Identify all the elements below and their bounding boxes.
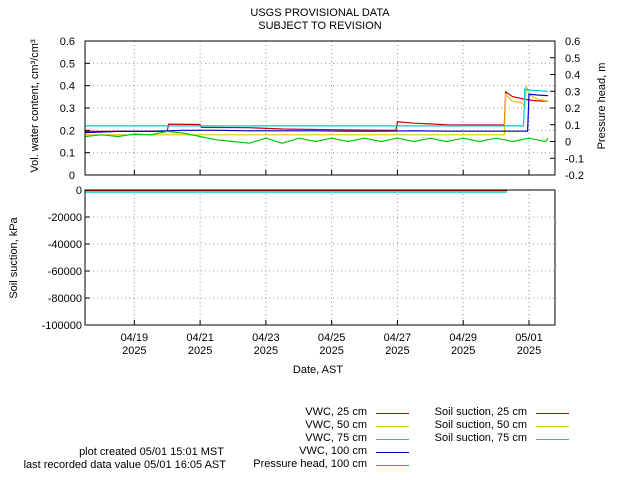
top-y-tick-label: 0 [69,170,75,182]
legend-entry-label: Soil suction, 25 cm [434,406,527,418]
x-tick-label-year: 2025 [319,345,343,357]
legend-entry-label: VWC, 100 cm [299,445,367,457]
top-y-tick-label: 0.3 [60,103,75,115]
top-y2-tick-label: 0.4 [565,70,580,82]
legend-entry-swatch [536,439,569,440]
legend-entry-label: VWC, 25 cm [305,406,367,418]
x-tick-label-date: 05/01 [515,332,543,344]
legend-entry-label: VWC, 75 cm [305,432,367,444]
x-tick-label-date: 04/25 [318,332,346,344]
legend-entry-label: Pressure head, 100 cm [253,458,367,470]
x-tick-label-year: 2025 [254,345,278,357]
bottom-y-tick-label: -100000 [42,320,82,332]
top-y2-tick-label: 0.2 [565,103,580,115]
bottom-chart: 0-20000-40000-60000-80000-10000004/19202… [42,185,556,357]
top-y2-tick-label: 0 [565,137,571,149]
x-tick-label-date: 04/27 [384,332,412,344]
bottom-y-tick-label: -40000 [48,239,82,251]
x-tick-label-year: 2025 [385,345,409,357]
legend-entry-swatch [376,452,409,453]
top-series-line-2 [85,88,549,127]
legend-entry-label: Soil suction, 50 cm [434,419,527,431]
top-y2-tick-label: 0.1 [565,120,580,132]
last-recorded-note: last recorded data value 05/01 16:05 AST [23,459,226,471]
x-tick-label-year: 2025 [122,345,146,357]
x-tick-label-date: 04/29 [449,332,477,344]
top-y-tick-label: 0.1 [60,148,75,160]
top-y-tick-label: 0.6 [60,36,75,48]
legend-entry-swatch [376,426,409,427]
bottom-plot-frame [84,189,556,326]
bottom-y-axis-label: Soil suction, kPa [8,216,20,298]
top-y2-tick-label: -0.2 [565,170,584,182]
legend-entry-swatch [536,413,569,414]
legend-entry-swatch [376,413,409,414]
legend-entry-swatch [536,426,569,427]
top-y-tick-label: 0.2 [60,125,75,137]
header-line-1: USGS PROVISIONAL DATA [250,7,390,19]
bottom-y-tick-label: -60000 [48,266,82,278]
x-tick-label-year: 2025 [188,345,212,357]
x-tick-label-date: 04/19 [121,332,149,344]
top-chart: 0 0.1 0.2 0.3 0.4 0.5 0.6 -0.2 -0.1 0 0.1 0.2 0.3 0.4… [60,36,584,182]
bottom-y-tick-label: -80000 [48,293,82,305]
x-tick-label-year: 2025 [517,345,541,357]
x-axis-label: Date, AST [293,364,343,376]
bottom-y-tick-label: 0 [76,185,82,197]
top-series-line-3 [84,93,549,134]
x-tick-label-date: 04/23 [252,332,280,344]
top-y2-axis-label: Pressure head, m [596,63,608,150]
legend-entry-swatch [376,465,409,466]
legend-entry-swatch [376,439,409,440]
top-y-tick-label: 0.4 [60,81,75,93]
top-series-line-4 [84,130,549,144]
x-tick-label-date: 04/21 [186,332,214,344]
top-series-line-1 [85,85,549,136]
top-y2-tick-label: 0.3 [565,86,580,98]
legend-entry-label: VWC, 50 cm [305,419,367,431]
header-line-2: SUBJECT TO REVISION [258,20,382,32]
top-y-axis-label: Vol. water content, cm³/cm³ [29,39,41,173]
bottom-y-tick-label: -20000 [48,212,82,224]
x-tick-label-year: 2025 [451,345,475,357]
top-plot-frame [84,40,556,176]
top-y-tick-label: 0.5 [60,58,75,70]
top-y2-tick-label: -0.1 [565,153,584,165]
top-y2-tick-label: 0.6 [565,36,580,48]
legend-entry-label: Soil suction, 75 cm [434,432,527,444]
top-y2-tick-label: 0.5 [565,53,580,65]
plot-created-note: plot created 05/01 15:01 MST [79,446,224,458]
